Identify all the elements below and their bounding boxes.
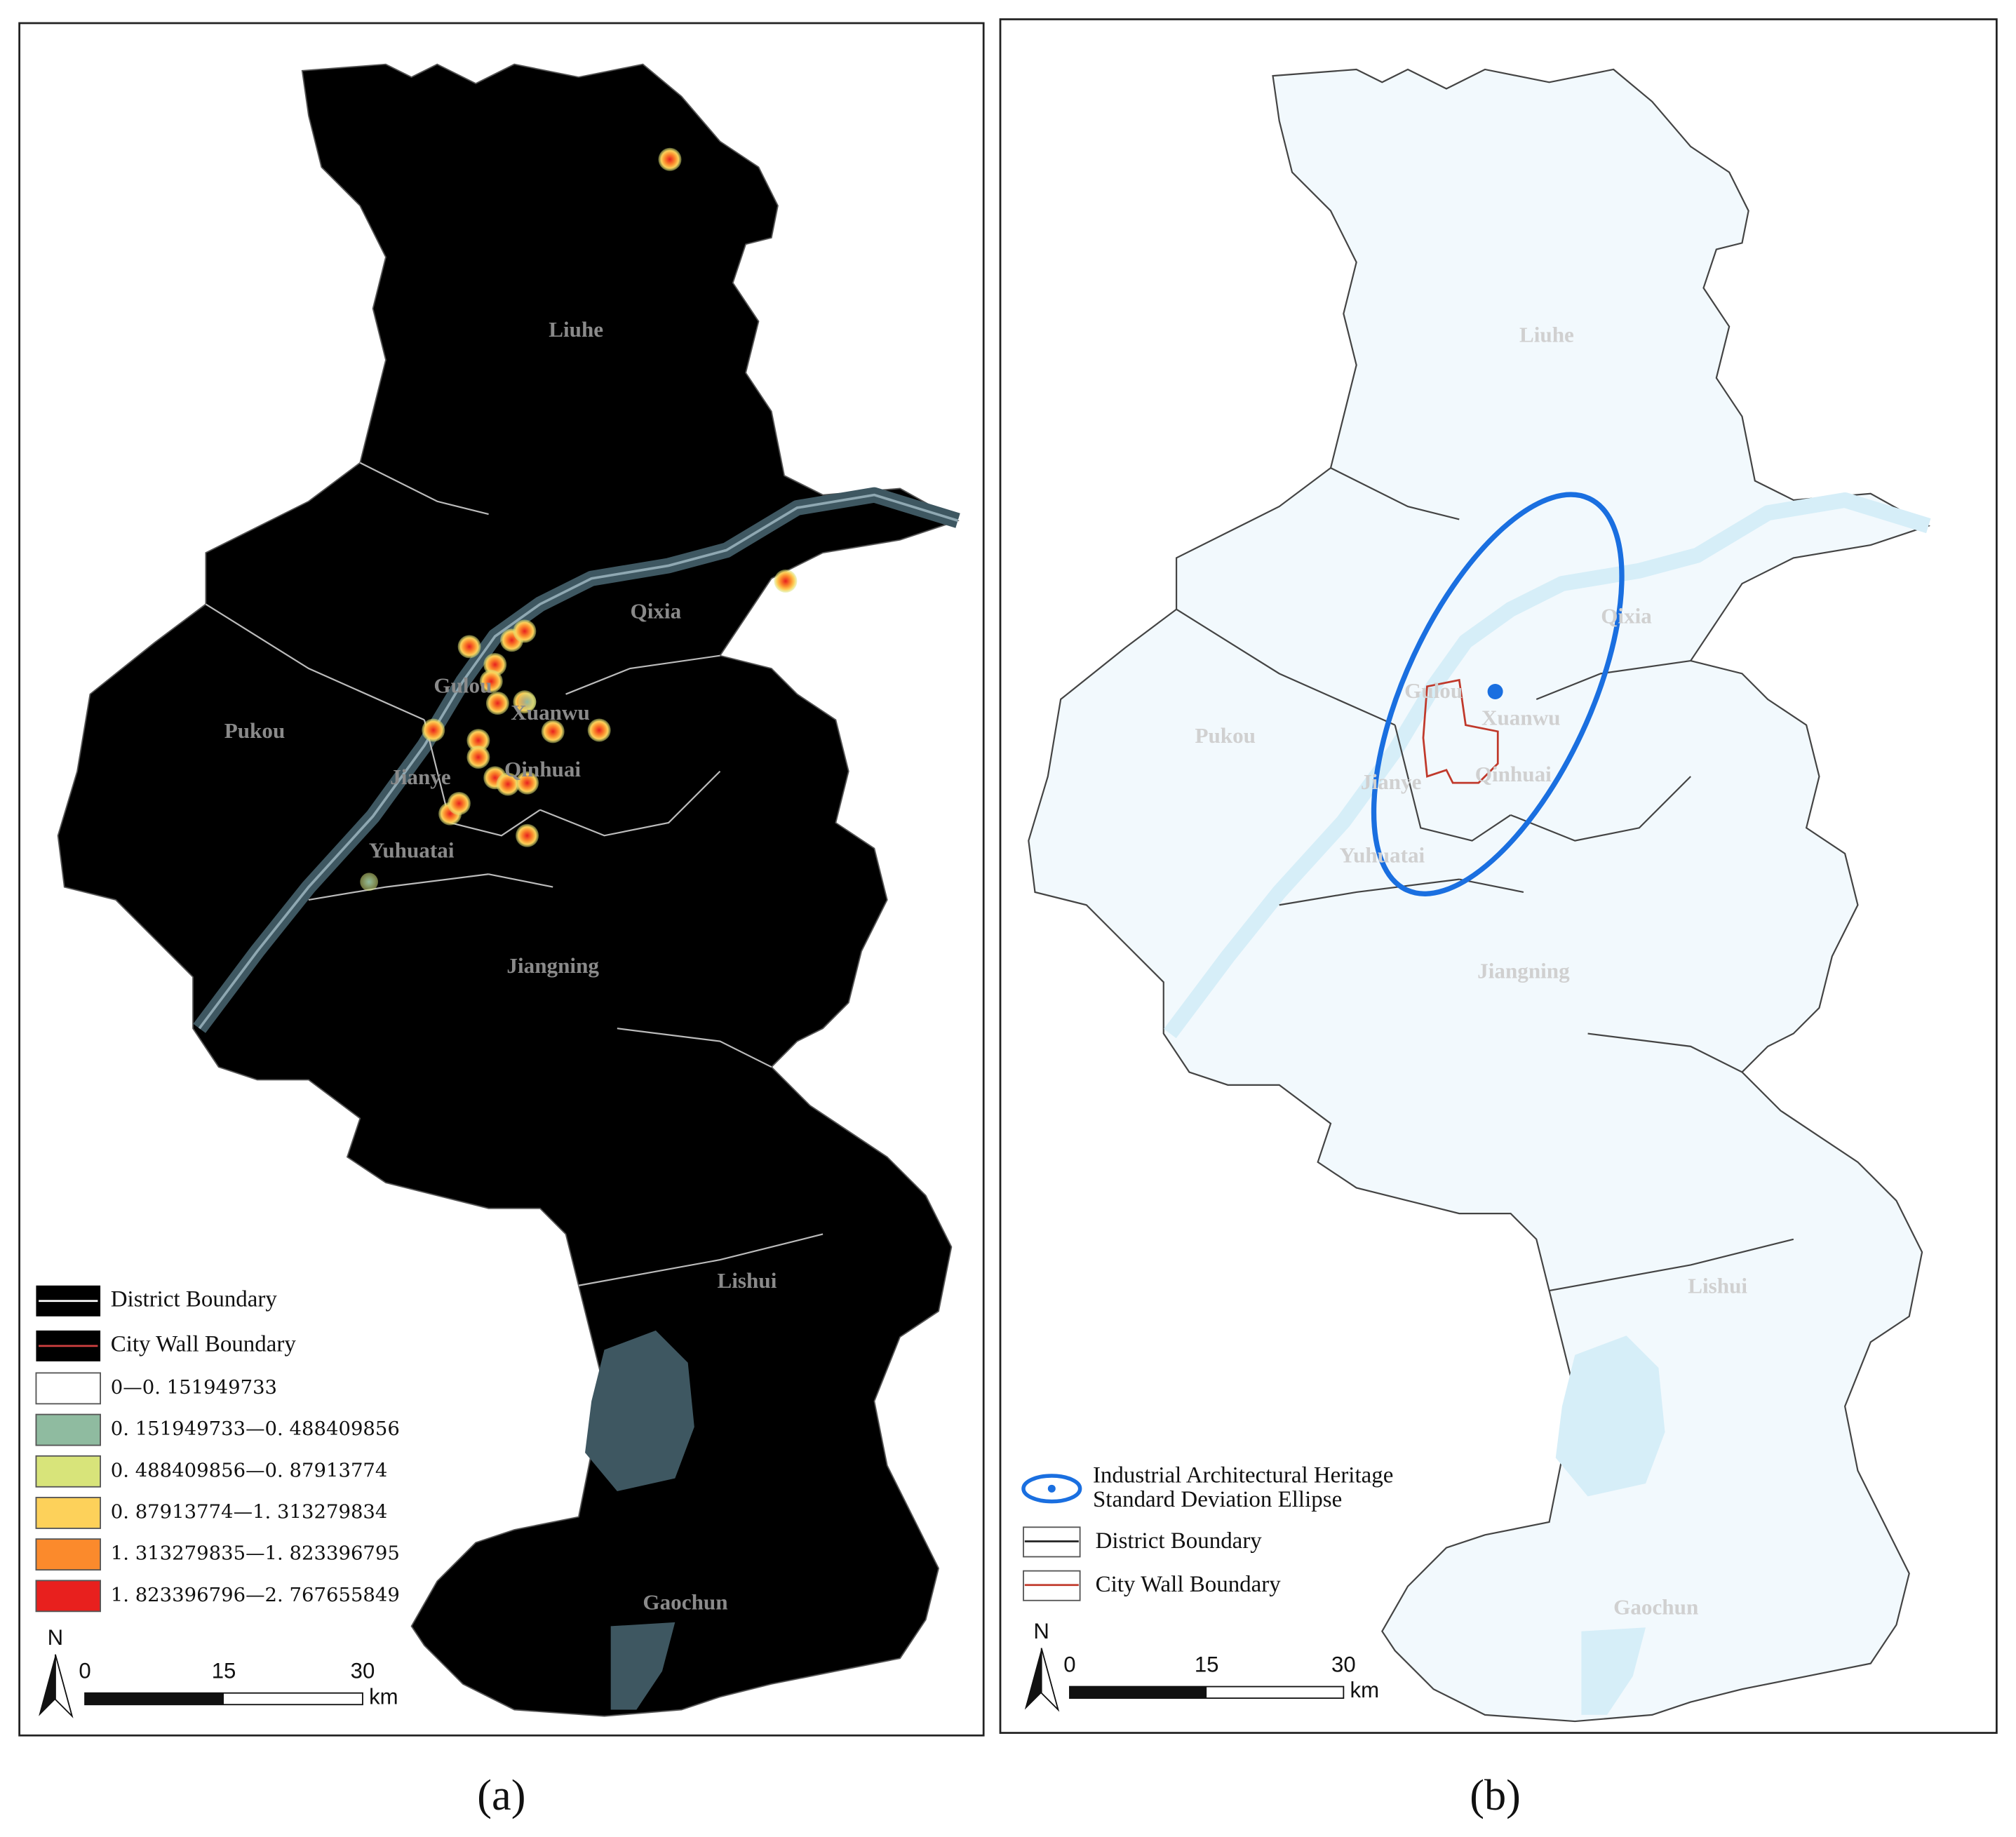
district-label: Liuhe [1519,322,1574,346]
hotspot [466,745,490,769]
district-label: Yuhuatai [1339,843,1425,868]
legend-swatch [35,1455,101,1488]
hotspot [518,692,537,711]
legend-label: City Wall Boundary [1096,1572,1282,1597]
north-label: N [48,1625,63,1650]
legend-swatch [35,1372,101,1405]
district-label: Qinhuai [504,757,581,781]
district-label: Jiangning [506,953,599,978]
district-label: Gulou [434,673,492,698]
district-label: Qixia [630,598,681,623]
mean-center [1487,684,1503,700]
hotspots [360,147,798,891]
legend-label: Industrial Architectural Heritage [1093,1462,1393,1488]
hotspot [516,771,539,795]
north-arrow [55,1654,74,1718]
hotspot [447,791,471,815]
hotspot [479,669,503,693]
north-arrow [1040,1648,1060,1712]
district-label: Jianye [1361,769,1422,794]
district-label: Gaochun [1613,1595,1698,1620]
deviation-ellipse [1371,492,1625,896]
hotspot [360,873,378,891]
legend-swatch [35,1497,101,1529]
hotspot [774,569,798,593]
legend-ellipse [1021,1474,1082,1504]
district-label: Qixia [1601,604,1652,628]
district-label: Gulou [1404,678,1463,703]
scale-tick: 0 [79,1659,90,1683]
legend-label: 0—0. 151949733 [111,1376,277,1399]
district-label: Pukou [1195,723,1256,748]
legend-label: 0. 488409856—0. 87913774 [111,1459,388,1481]
legend-label: 0. 151949733—0. 488409856 [111,1418,400,1440]
legend-label: 1. 823396796—2. 767655849 [111,1584,400,1606]
hotspot [457,635,481,659]
hotspot [516,823,539,847]
panel-text: Liuhe Qixia Pukou Gulou Xuanwu Jianye Qinhuai Y… [1021,322,1747,1819]
scale-bar-fill [85,1693,224,1705]
district-label: Pukou [224,718,285,743]
hotspot [587,718,611,742]
legend-dot [1047,1484,1056,1493]
panel-text: Liuhe Qixia Pukou Gulou Xuanwu Jianye Qinhuai Y… [35,317,777,1819]
district-label: Qinhuai [1475,762,1552,786]
hotspot [541,720,565,743]
district-label: Liuhe [549,317,603,342]
scale-tick: 30 [1331,1652,1356,1676]
hotspot [496,772,520,796]
district-label: Xuanwu [511,700,590,725]
scale-tick: 15 [1195,1652,1219,1676]
hotspot [422,718,445,742]
city-wall [1422,678,1499,784]
district-label: Lishui [1688,1274,1747,1298]
district-label: Lishui [718,1268,777,1293]
scale-tick: 30 [351,1659,375,1683]
legend-label: 1. 313279835—1. 823396795 [111,1542,400,1565]
legend-swatch [35,1580,101,1613]
legend-label: Standard Deviation Ellipse [1093,1487,1342,1512]
hotspot [658,147,682,171]
legend-label: District Boundary [111,1286,278,1312]
scale-tick: 15 [212,1659,236,1683]
north-label: N [1033,1619,1049,1643]
panel-b [999,18,1998,1734]
caption: (b) [1470,1771,1521,1819]
panel-a [18,22,985,1737]
scale-unit: km [1350,1678,1380,1702]
caption: (a) [477,1771,525,1819]
scale-bar-fill [1069,1686,1207,1699]
district-label: Yuhuatai [369,837,455,862]
hotspot [513,619,537,643]
legend-label: City Wall Boundary [111,1331,297,1357]
scale-tick: 0 [1063,1652,1075,1676]
hotspot [466,729,490,753]
district-label: Jiangning [1477,959,1570,983]
scale-unit: km [369,1684,398,1709]
district-label: Gaochun [643,1589,727,1614]
legend-swatch [35,1538,101,1571]
district-label: Xuanwu [1481,705,1561,729]
legend-swatch [35,1413,101,1446]
legend-label: 0. 87913774—1. 313279834 [111,1500,388,1523]
hotspot [485,692,509,715]
district-label: Jianye [390,765,451,789]
legend-label: District Boundary [1096,1528,1263,1554]
